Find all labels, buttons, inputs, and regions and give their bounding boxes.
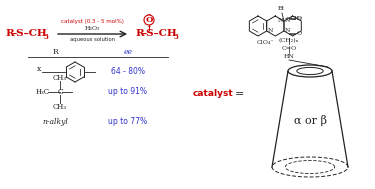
Text: −: −	[147, 11, 151, 16]
Text: 3: 3	[174, 33, 179, 41]
Text: N: N	[268, 29, 273, 33]
Text: –S–CH: –S–CH	[142, 29, 178, 39]
Text: CH₃: CH₃	[53, 103, 67, 111]
Text: =: =	[235, 89, 244, 99]
Text: n-alkyl: n-alkyl	[42, 118, 68, 126]
Text: 3: 3	[44, 33, 49, 41]
Text: +: +	[147, 24, 152, 29]
Text: H₃C: H₃C	[36, 88, 50, 96]
Text: up to 91%: up to 91%	[108, 88, 147, 97]
Text: ClO₄⁻: ClO₄⁻	[256, 40, 274, 46]
Text: HN: HN	[284, 54, 294, 60]
Text: R: R	[135, 29, 144, 39]
Text: N: N	[285, 19, 290, 23]
Text: N: N	[278, 19, 283, 23]
Text: CH₃: CH₃	[291, 15, 302, 20]
Text: C: C	[57, 88, 63, 96]
Text: catalyst (0.3 - 5 mol%): catalyst (0.3 - 5 mol%)	[61, 19, 124, 23]
Text: catalyst: catalyst	[193, 90, 234, 98]
Text: +: +	[286, 16, 290, 20]
Text: ee: ee	[123, 48, 132, 56]
Text: aqueous solution: aqueous solution	[70, 37, 115, 43]
Text: R: R	[52, 48, 58, 56]
Text: O: O	[146, 16, 153, 24]
Text: H₂O₂: H₂O₂	[85, 26, 100, 32]
Text: (CH₂)ₙ: (CH₂)ₙ	[279, 38, 299, 44]
Text: 64 - 80%: 64 - 80%	[111, 67, 145, 77]
Text: up to 77%: up to 77%	[108, 118, 147, 126]
Text: –S–CH: –S–CH	[12, 29, 48, 39]
Text: R: R	[5, 29, 14, 39]
Text: x: x	[37, 65, 41, 73]
Text: O: O	[296, 16, 302, 21]
Text: α or β: α or β	[294, 115, 327, 126]
Text: C=O: C=O	[281, 46, 297, 51]
Text: N: N	[285, 29, 290, 33]
Text: CH₃: CH₃	[53, 74, 67, 82]
Text: O: O	[296, 31, 302, 36]
Text: Et: Et	[278, 6, 285, 12]
